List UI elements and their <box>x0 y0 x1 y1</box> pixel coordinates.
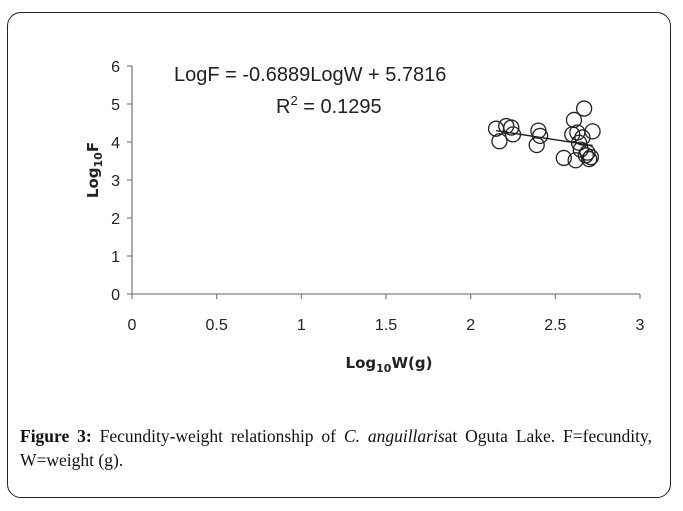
data-point <box>574 129 591 146</box>
chart-axes <box>127 65 641 299</box>
x-axis-title: Log10W(g) <box>346 354 433 375</box>
caption-text-2: at Oguta Lake. F=fecundity, W=weight (g)… <box>20 426 652 470</box>
x-tick-label: 0 <box>128 317 137 334</box>
data-point <box>567 152 584 169</box>
data-point <box>575 100 593 117</box>
data-point <box>528 136 545 154</box>
regression-equation: LogF = -0.6889LogW + 5.7816 <box>174 64 446 86</box>
data-point <box>582 149 600 166</box>
x-tick-label: 3 <box>636 317 645 334</box>
caption-text-1: Fecundity-weight relationship of <box>91 426 344 446</box>
y-tick-label: 2 <box>111 211 120 228</box>
data-point <box>581 150 598 168</box>
data-point <box>503 119 520 136</box>
figure-caption: Figure 3: Fecundity-weight relationship … <box>20 424 652 472</box>
y-tick-label: 4 <box>111 135 120 152</box>
chart-tick-labels: 0 1 2 3 4 5 6 0 0.5 1 1.5 2 2.5 3 <box>111 59 644 334</box>
data-point <box>491 133 508 150</box>
data-point <box>555 149 572 167</box>
caption-label: Figure 3: <box>20 426 92 446</box>
data-point <box>584 123 601 140</box>
r-squared-annotation: R2 = 0.1295 <box>276 93 382 118</box>
y-tick-label: 5 <box>111 97 120 114</box>
x-tick-label: 2.5 <box>544 317 566 334</box>
caption-species: C. anguillaris <box>343 426 445 446</box>
data-point <box>504 126 522 143</box>
data-point <box>531 127 549 145</box>
y-tick-label: 0 <box>111 287 120 304</box>
data-point <box>570 134 588 151</box>
data-points <box>487 100 601 169</box>
x-tick-label: 1.5 <box>375 317 397 334</box>
x-tick-label: 2 <box>466 317 475 334</box>
x-tick-label: 1 <box>297 317 306 334</box>
x-tick-label: 0.5 <box>206 317 228 334</box>
data-point <box>579 144 596 161</box>
y-tick-label: 6 <box>111 59 120 76</box>
scatter-chart: 0 1 2 3 4 5 6 0 0.5 1 1.5 2 2.5 3 LogF = -0.6889LogW … <box>84 59 645 375</box>
y-tick-label: 1 <box>111 249 120 266</box>
figure-frame <box>7 12 671 498</box>
y-tick-label: 3 <box>111 173 120 190</box>
y-axis-title: Log10F <box>84 142 105 198</box>
data-point <box>565 111 583 129</box>
